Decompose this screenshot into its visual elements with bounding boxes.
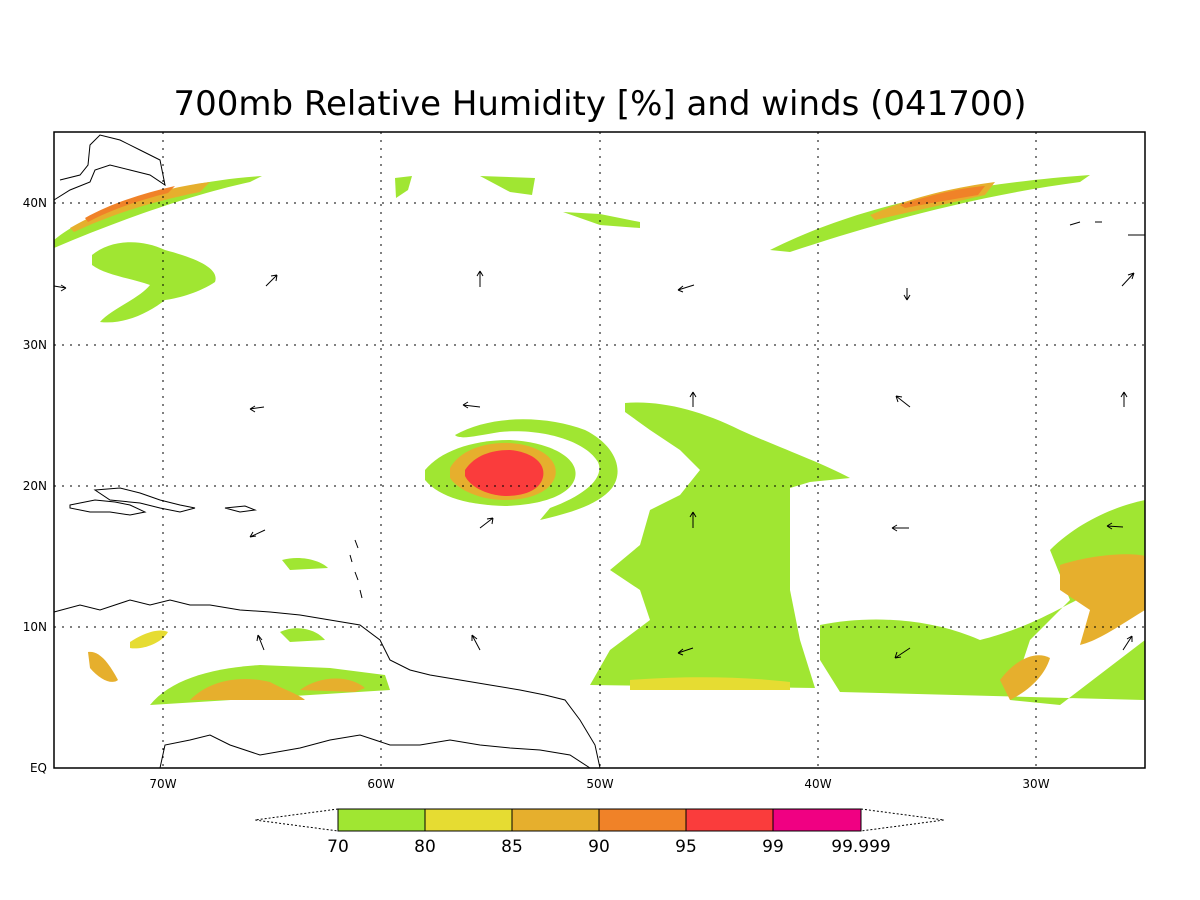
rh-region-se-mid bbox=[1060, 554, 1145, 645]
wind-arrow bbox=[1121, 272, 1135, 287]
colorbar-label: 99 bbox=[762, 837, 784, 857]
wind-arrow bbox=[894, 647, 911, 659]
lat-label: 40N bbox=[23, 196, 47, 210]
colorbar-label: 95 bbox=[675, 837, 697, 857]
latitude-labels: 40N 30N 20N 10N EQ bbox=[23, 196, 47, 775]
lon-label: 70W bbox=[149, 777, 176, 791]
lat-label: 30N bbox=[23, 338, 47, 352]
wind-arrow bbox=[1106, 522, 1124, 530]
map-title: 700mb Relative Humidity [%] and winds (0… bbox=[174, 84, 1027, 124]
rh-region-central bbox=[590, 402, 850, 688]
colorbar-swatch bbox=[337, 808, 426, 832]
longitude-labels: 70W 60W 50W 40W 30W bbox=[149, 777, 1049, 791]
rh-region-west-patch-1 bbox=[88, 651, 118, 682]
coastline-cuba-hispaniola bbox=[69, 487, 196, 516]
colorbar-label: 70 bbox=[327, 837, 349, 857]
rh-region-nw-jet-max bbox=[85, 186, 175, 222]
rh-region-ne-jet bbox=[770, 175, 1090, 252]
rh-region-north-patch-3 bbox=[563, 212, 640, 228]
rh-region-hurricane-band bbox=[455, 419, 618, 520]
coastline-south-america bbox=[53, 599, 601, 769]
lon-label: 60W bbox=[367, 777, 394, 791]
coastline-north-america bbox=[53, 134, 166, 201]
rh-region-nw-jet bbox=[54, 176, 262, 248]
lon-label: 40W bbox=[804, 777, 831, 791]
coastline-puerto-rico bbox=[224, 505, 257, 513]
wind-arrow bbox=[903, 288, 911, 301]
wind-arrow bbox=[265, 274, 278, 287]
humidity-field bbox=[54, 175, 1145, 705]
rh-region-north-patch-2 bbox=[480, 176, 535, 195]
wind-arrow bbox=[249, 529, 266, 538]
wind-vectors bbox=[53, 270, 1135, 659]
rh-region-west-patch-3 bbox=[280, 628, 325, 642]
wind-arrow bbox=[1122, 635, 1133, 651]
colorbar-label: 90 bbox=[588, 837, 610, 857]
wind-arrow bbox=[689, 511, 697, 528]
rh-region-central-south bbox=[630, 677, 790, 690]
colorbar-swatch bbox=[424, 808, 513, 832]
wind-arrow bbox=[895, 395, 911, 408]
coastline-lesser-antilles bbox=[349, 539, 363, 599]
wind-arrow bbox=[256, 634, 265, 651]
colorbar-swatch bbox=[511, 808, 600, 832]
lon-label: 50W bbox=[586, 777, 613, 791]
rh-region-south-strip-mid bbox=[190, 679, 305, 700]
colorbar-label: 80 bbox=[414, 837, 436, 857]
graticule bbox=[54, 132, 1145, 768]
coastline-africa bbox=[1069, 221, 1145, 236]
rh-region-nw-jet-core bbox=[70, 182, 210, 232]
wind-arrow bbox=[677, 647, 694, 656]
rh-region-se-south bbox=[1000, 655, 1050, 700]
wind-arrow bbox=[476, 270, 484, 287]
colorbar-label: 99.999 bbox=[831, 837, 890, 857]
colorbar-swatch bbox=[685, 808, 774, 832]
rh-region-north-blob bbox=[92, 242, 216, 323]
rh-region-south-strip-east bbox=[300, 678, 365, 692]
rh-region-ne-jet-max bbox=[900, 186, 985, 208]
lat-label: 20N bbox=[23, 479, 47, 493]
wind-arrow bbox=[689, 391, 697, 407]
colorbar-label: 85 bbox=[501, 837, 523, 857]
lat-label: EQ bbox=[30, 761, 47, 775]
wind-arrow bbox=[53, 284, 67, 292]
wind-arrow bbox=[1120, 391, 1128, 407]
wind-arrow bbox=[479, 517, 494, 529]
wind-arrow bbox=[249, 405, 265, 413]
wind-arrow bbox=[462, 401, 481, 409]
colorbar-swatch bbox=[598, 808, 687, 832]
colorbar-right-extension bbox=[860, 808, 945, 832]
colorbar-left-extension bbox=[254, 808, 339, 832]
colorbar-swatch bbox=[772, 808, 862, 832]
lon-label: 30W bbox=[1022, 777, 1049, 791]
plot-frame bbox=[53, 131, 1146, 769]
rh-region-hurricane-core bbox=[465, 450, 544, 496]
rh-region-west-patch-4 bbox=[130, 630, 168, 649]
rh-region-west-patch-2 bbox=[282, 557, 328, 570]
lat-label: 10N bbox=[23, 620, 47, 634]
rh-region-north-patch-1 bbox=[395, 176, 412, 198]
wind-arrow bbox=[891, 524, 909, 532]
wind-arrow bbox=[677, 284, 695, 293]
colorbar: 70 80 85 90 95 99 99.999 bbox=[254, 808, 945, 857]
wind-arrow bbox=[471, 634, 481, 651]
